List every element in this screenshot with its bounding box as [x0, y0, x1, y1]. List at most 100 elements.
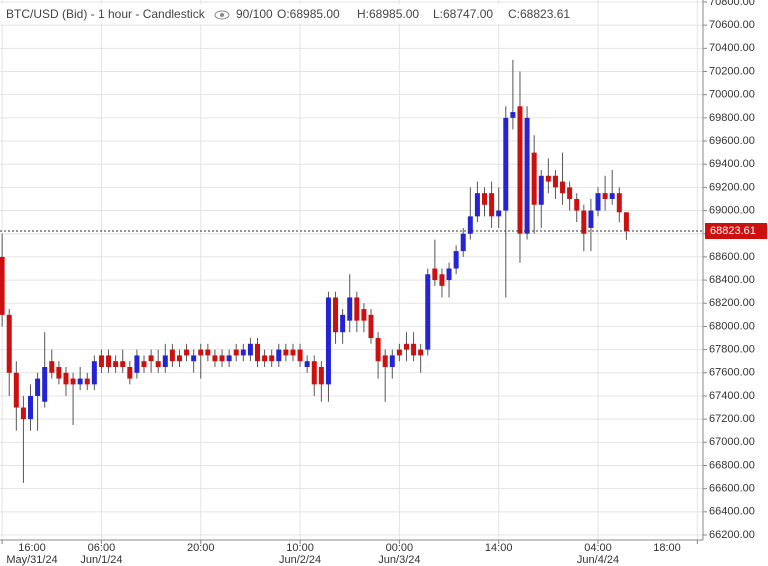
y-tick-label: 66600.00: [709, 483, 755, 495]
candle-body: [446, 268, 452, 281]
x-tick-label: 10:00: [286, 542, 314, 554]
x-tick-label: 00:00: [386, 542, 414, 554]
candle-body: [20, 407, 26, 420]
y-tick-label: 67800.00: [709, 344, 755, 356]
x-tick-label: 04:00: [584, 542, 612, 554]
candle-body: [6, 314, 12, 373]
candle-body: [432, 268, 438, 281]
candle-body: [28, 395, 34, 420]
y-tick-label: 70200.00: [709, 65, 755, 77]
candle-body: [347, 297, 353, 321]
candle-body: [77, 378, 83, 385]
candle-body: [262, 355, 268, 362]
y-tick-label: 66200.00: [709, 529, 755, 541]
candle-body: [602, 193, 608, 199]
candle-body: [184, 349, 190, 356]
candle-body: [560, 181, 566, 194]
candle-body: [169, 349, 175, 362]
candle-body: [35, 378, 41, 396]
candle-body: [588, 210, 594, 228]
candle-body: [233, 349, 239, 356]
x-tick-date: Jun/3/24: [378, 554, 420, 566]
y-tick-label: 67000.00: [709, 436, 755, 448]
candle-body: [531, 152, 537, 205]
candle-body: [98, 355, 104, 367]
counter: 90/100: [236, 7, 273, 21]
candle-body: [240, 349, 246, 356]
y-tick-label: 69000.00: [709, 204, 755, 216]
candle-body: [389, 355, 395, 367]
candle-body: [212, 355, 218, 362]
candle-body: [524, 117, 530, 234]
candle-body: [368, 314, 374, 339]
y-tick-label: 69600.00: [709, 135, 755, 147]
y-tick-label: 68200.00: [709, 297, 755, 309]
y-tick-label: 70600.00: [709, 19, 755, 31]
candle-body: [609, 193, 615, 199]
candle-body: [269, 355, 275, 362]
candle-body: [134, 355, 140, 373]
ohlc-close: C:68823.61: [508, 7, 570, 21]
candle-body: [418, 349, 424, 356]
candle-body: [226, 355, 232, 362]
y-tick-label: 67200.00: [709, 413, 755, 425]
candle-body: [127, 366, 133, 379]
y-tick-label: 69200.00: [709, 181, 755, 193]
candle-body: [623, 212, 629, 231]
candle-body: [84, 378, 90, 385]
candle-body: [375, 338, 381, 362]
ohlc-high: H:68985.00: [357, 7, 419, 21]
eye-icon: [214, 10, 230, 20]
candle-body: [283, 349, 289, 356]
candle-body: [198, 349, 204, 356]
candle-body: [510, 112, 516, 118]
ohlc-open: O:68985.00: [277, 7, 340, 21]
candle-body: [255, 343, 261, 362]
candle-body: [304, 361, 310, 367]
candle-body: [467, 216, 473, 234]
candle-body: [396, 349, 402, 356]
candle-body: [567, 187, 573, 199]
header-bg: [0, 4, 574, 24]
y-tick-label: 66400.00: [709, 506, 755, 518]
candle-body: [91, 361, 97, 385]
y-tick-label: 70000.00: [709, 89, 755, 101]
candle-body: [453, 251, 459, 269]
x-tick-label: 18:00: [653, 542, 681, 554]
candle-body: [517, 106, 523, 234]
candle-body: [325, 297, 331, 385]
candle-body: [311, 361, 317, 385]
candle-body: [333, 297, 339, 333]
x-tick-date: Jun/4/24: [577, 554, 619, 566]
candle-body: [13, 372, 19, 408]
candle-body: [382, 355, 388, 367]
candle-body: [538, 175, 544, 205]
y-tick-label: 68000.00: [709, 320, 755, 332]
candle-body: [219, 355, 225, 362]
candle-body: [545, 175, 551, 182]
candle-body: [496, 210, 502, 217]
candle-body: [191, 355, 197, 362]
x-tick-label: 06:00: [88, 542, 116, 554]
candle-body: [63, 372, 69, 385]
candle-body: [141, 361, 147, 367]
last-price-label: 68823.61: [710, 225, 756, 237]
candle-body: [595, 193, 601, 211]
x-tick-label: 14:00: [485, 542, 513, 554]
x-tick-date: Jun/2/24: [279, 554, 321, 566]
candle-body: [616, 193, 622, 213]
candle-body: [340, 314, 346, 333]
candle-body: [106, 355, 112, 367]
last-price-box: [705, 222, 767, 239]
x-tick-date: May/31/24: [6, 554, 57, 566]
candle-body: [581, 210, 587, 234]
candle-body: [318, 366, 324, 385]
candle-body: [290, 349, 296, 356]
y-tick-label: 70400.00: [709, 42, 755, 54]
candle-body: [0, 256, 5, 315]
ohlc-low: L:68747.00: [433, 7, 493, 21]
candle-body: [403, 343, 409, 350]
candle-body: [503, 117, 509, 211]
candle-body: [49, 361, 55, 373]
